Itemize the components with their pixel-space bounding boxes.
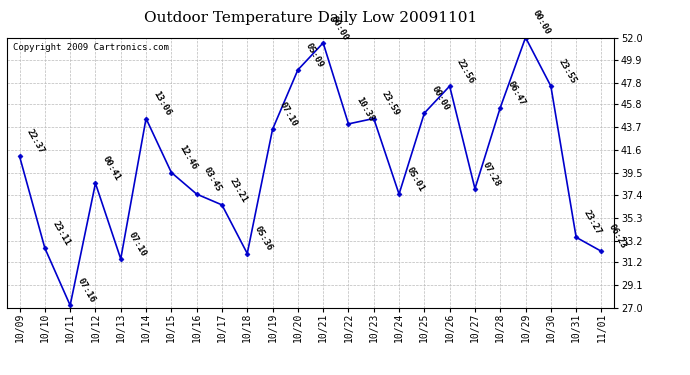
Text: 13:06: 13:06 [152, 90, 172, 118]
Text: 00:00: 00:00 [328, 14, 350, 42]
Text: 06:47: 06:47 [506, 79, 527, 107]
Text: 23:27: 23:27 [582, 209, 603, 237]
Text: 00:00: 00:00 [430, 84, 451, 112]
Text: 00:41: 00:41 [101, 155, 122, 183]
Text: 23:55: 23:55 [556, 57, 578, 86]
Text: 10:38: 10:38 [354, 95, 375, 123]
Text: 07:10: 07:10 [126, 230, 148, 258]
Text: 23:59: 23:59 [380, 90, 400, 118]
Text: 22:56: 22:56 [455, 57, 476, 86]
Text: 00:00: 00:00 [531, 9, 552, 37]
Text: 22:37: 22:37 [25, 128, 46, 156]
Text: 05:09: 05:09 [304, 41, 324, 69]
Text: 06:23: 06:23 [607, 223, 628, 251]
Text: 07:28: 07:28 [480, 160, 502, 188]
Text: 12:46: 12:46 [177, 144, 198, 172]
Text: 07:10: 07:10 [278, 101, 299, 129]
Text: 23:11: 23:11 [50, 219, 72, 248]
Text: Copyright 2009 Cartronics.com: Copyright 2009 Cartronics.com [13, 43, 169, 52]
Text: 03:45: 03:45 [202, 165, 224, 194]
Text: 05:01: 05:01 [404, 165, 426, 194]
Text: 05:36: 05:36 [253, 225, 274, 253]
Text: 23:21: 23:21 [228, 176, 248, 204]
Text: 07:16: 07:16 [76, 277, 97, 304]
Text: Outdoor Temperature Daily Low 20091101: Outdoor Temperature Daily Low 20091101 [144, 11, 477, 25]
